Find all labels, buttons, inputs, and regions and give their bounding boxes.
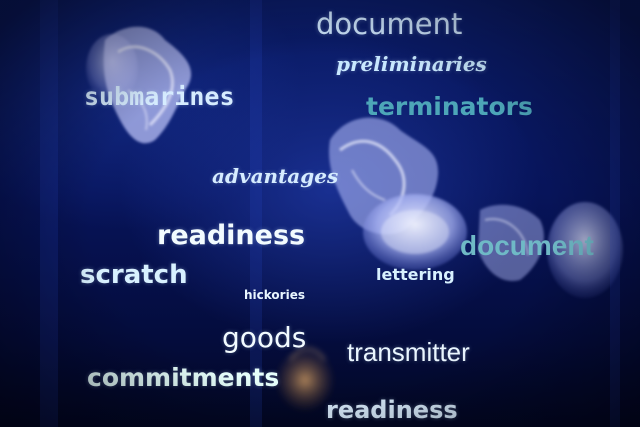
word-document-1: document — [316, 7, 463, 41]
word-transmitter: transmitter — [347, 337, 470, 367]
word-advantages: advantages — [212, 164, 339, 188]
word-preliminaries: preliminaries — [336, 52, 487, 76]
jellyfish-bottom-amber — [277, 347, 333, 410]
word-submarines: submarines — [84, 82, 235, 111]
word-lettering: lettering — [376, 265, 455, 284]
jellyfish-top-left — [86, 26, 192, 144]
word-readiness-2: readiness — [326, 396, 458, 424]
word-goods: goods — [222, 321, 307, 354]
word-hickories: hickories — [244, 288, 305, 302]
word-commitments: commitments — [87, 363, 280, 392]
light-streaks — [40, 0, 620, 427]
jellyfish-center — [329, 117, 467, 270]
word-readiness-1: readiness — [157, 220, 306, 251]
jellyfish-right — [478, 202, 623, 298]
word-scratch: scratch — [80, 260, 188, 290]
word-terminators: terminators — [366, 92, 533, 121]
word-document-2: document — [460, 230, 594, 261]
